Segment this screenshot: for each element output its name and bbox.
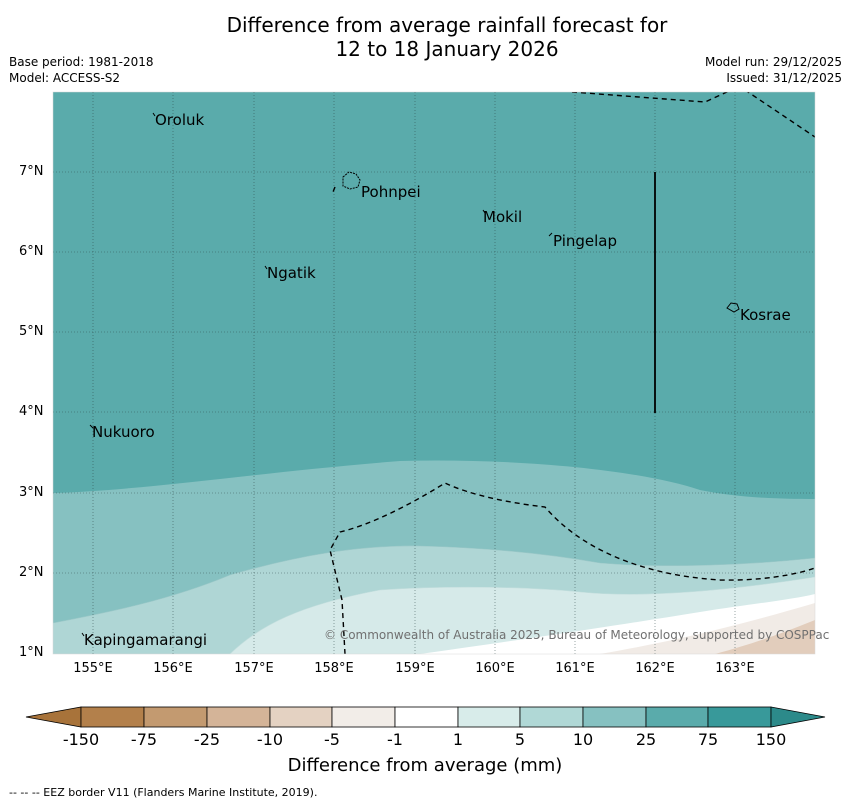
lat-label-3n: 3°N — [19, 485, 44, 500]
colorbar-bin-6 — [394, 706, 459, 728]
place-label-ngatik: Ngatik — [267, 264, 316, 282]
place-label-pingelap: Pingelap — [553, 232, 618, 250]
lat-label-6n: 6°N — [19, 244, 44, 259]
colorbar-label-m75: -75 — [130, 730, 158, 749]
pohnpei-island-icon — [342, 171, 361, 190]
lon-label-159e: 159°E — [395, 661, 435, 676]
colorbar-under-arrow — [25, 706, 82, 728]
nukuoro-atoll-icon — [89, 424, 94, 429]
kapingamarangi-atoll-icon — [81, 632, 85, 637]
place-label-mokil: Mokil — [483, 208, 523, 226]
lat-label-4n: 4°N — [19, 404, 44, 419]
copyright-notice: © Commonwealth of Australia 2025, Bureau… — [324, 628, 830, 642]
colorbar-bin-8 — [519, 706, 584, 728]
lon-label-157e: 157°E — [234, 661, 274, 676]
lat-label-2n: 2°N — [19, 565, 44, 580]
place-label-pohnpei: Pohnpei — [361, 183, 421, 201]
model-run-text: Model run: 29/12/2025 — [704, 55, 842, 69]
colorbar-label-m1: -1 — [387, 730, 403, 749]
colorbar-label-m5: -5 — [324, 730, 340, 749]
lon-label-161e: 161°E — [555, 661, 595, 676]
colorbar-bin-4 — [269, 706, 333, 728]
lat-label-7n: 7°N — [19, 164, 44, 179]
pingelap-atoll-icon — [548, 232, 553, 237]
title-line-2: 12 to 18 January 2026 — [335, 37, 559, 61]
colorbar-label-75: 75 — [697, 730, 719, 749]
colorbar-bin-11 — [707, 706, 772, 728]
colorbar-label-1: 1 — [452, 730, 464, 749]
gridlines — [53, 92, 815, 654]
islands — [81, 112, 740, 637]
colorbar-label-m150: -150 — [62, 730, 100, 749]
colorbar-label-m25: -25 — [193, 730, 221, 749]
meta-left: Base period: 1981-2018 Model: ACCESS-S2 — [9, 54, 154, 86]
colorbar-label-m10: -10 — [256, 730, 284, 749]
map-title: Difference from average rainfall forecas… — [0, 13, 850, 61]
colorbar-bin-1 — [80, 706, 145, 728]
meta-right: Model run: 29/12/2025 Issued: 31/12/2025 — [705, 54, 842, 86]
colorbar-title: Difference from average (mm) — [287, 755, 563, 776]
place-label-kapingamarangi: Kapingamarangi — [84, 631, 208, 649]
colorbar-bin-9 — [582, 706, 647, 728]
colorbar-bin-5 — [331, 706, 396, 728]
rainfall-anomaly-field — [53, 92, 815, 654]
eez-borders — [329, 92, 815, 654]
band-minus5-to-minus1 — [715, 620, 815, 654]
place-label-nukuoro: Nukuoro — [92, 423, 155, 441]
contour-line-10 — [53, 545, 815, 624]
lat-label-1n: 1°N — [19, 645, 44, 660]
mokil-atoll-icon — [482, 209, 486, 214]
colorbar-bin-10 — [645, 706, 709, 728]
ngatik-atoll-icon — [264, 265, 268, 270]
colorbar-bin-2 — [143, 706, 208, 728]
map-frame — [52, 91, 816, 655]
colorbar-over-arrow — [770, 706, 826, 728]
kosrae-island-icon — [726, 302, 740, 313]
lon-label-155e: 155°E — [73, 661, 113, 676]
oroluk-atoll-icon — [152, 112, 156, 117]
colorbar — [25, 706, 826, 728]
lon-label-156e: 156°E — [153, 661, 193, 676]
eez-legend-footnote: -- -- -- EEZ border V11 (Flanders Marine… — [9, 786, 318, 799]
colorbar-bin-7 — [457, 706, 521, 728]
colorbar-label-5: 5 — [514, 730, 526, 749]
colorbar-label-10: 10 — [572, 730, 594, 749]
colorbar-label-150: 150 — [755, 730, 787, 749]
title-line-1: Difference from average rainfall forecas… — [226, 13, 668, 37]
lat-label-5n: 5°N — [19, 324, 44, 339]
place-label-kosrae: Kosrae — [740, 306, 791, 324]
issued-text: Issued: 31/12/2025 — [726, 71, 842, 85]
base-period-text: Base period: 1981-2018 — [9, 55, 154, 69]
lon-label-160e: 160°E — [475, 661, 515, 676]
model-text: Model: ACCESS-S2 — [9, 71, 121, 85]
lon-label-162e: 162°E — [635, 661, 675, 676]
colorbar-label-25: 25 — [635, 730, 657, 749]
contour-line-5 — [229, 576, 815, 654]
colorbar-bin-3 — [206, 706, 271, 728]
place-label-oroluk: Oroluk — [155, 111, 205, 129]
lon-label-158e: 158°E — [314, 661, 354, 676]
lon-label-163e: 163°E — [715, 661, 755, 676]
